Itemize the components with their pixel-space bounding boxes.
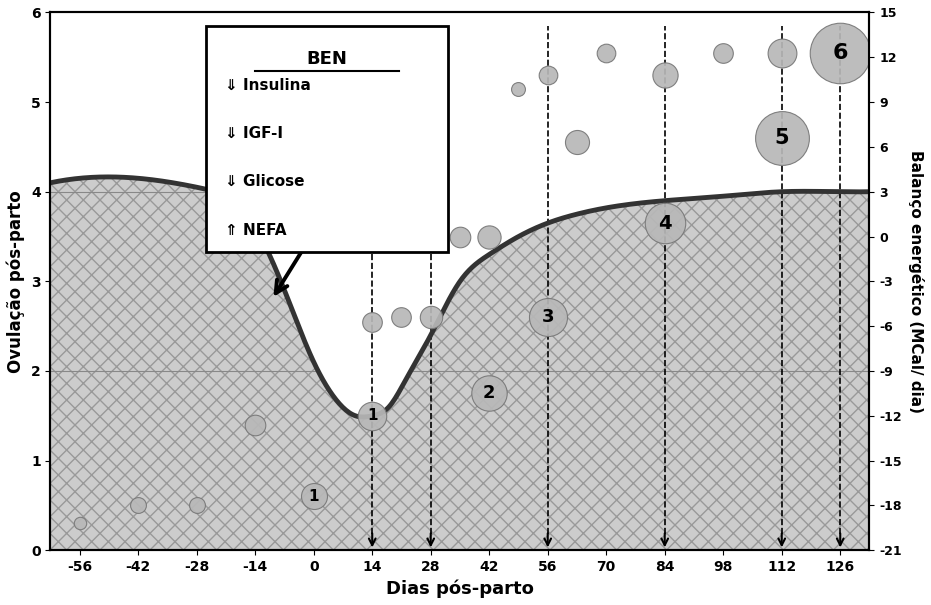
Text: 5: 5: [775, 128, 789, 148]
Y-axis label: Balanço energético (MCal/ dia): Balanço energético (MCal/ dia): [908, 150, 924, 413]
Point: [511, 84, 526, 94]
Point: [716, 48, 731, 57]
Text: 1: 1: [308, 489, 319, 504]
Point: [481, 388, 496, 398]
Point: [394, 312, 409, 322]
Y-axis label: Ovulação pós-parto: Ovulação pós-parto: [7, 190, 25, 373]
Text: ⇓ IGF-I: ⇓ IGF-I: [225, 126, 283, 141]
Text: 6: 6: [832, 43, 848, 63]
Point: [248, 420, 263, 430]
Point: [365, 317, 380, 327]
Text: ⇑ NEFA: ⇑ NEFA: [225, 223, 287, 238]
Point: [540, 70, 555, 80]
Point: [452, 232, 467, 241]
Point: [424, 312, 439, 322]
Text: 2: 2: [483, 384, 495, 402]
Text: BEN: BEN: [306, 50, 347, 68]
Point: [189, 500, 204, 510]
Point: [833, 48, 848, 57]
Text: ⇓ Insulina: ⇓ Insulina: [225, 77, 311, 93]
Point: [540, 312, 555, 322]
Point: [306, 492, 321, 502]
Text: 4: 4: [658, 214, 671, 232]
Point: [130, 500, 145, 510]
Point: [599, 48, 614, 57]
Point: [775, 133, 789, 143]
FancyBboxPatch shape: [206, 26, 448, 252]
Point: [481, 232, 496, 241]
Point: [73, 518, 88, 528]
Point: [570, 137, 585, 147]
Text: ⇓ Glicose: ⇓ Glicose: [225, 174, 304, 189]
Point: [775, 48, 789, 57]
Text: 1: 1: [367, 408, 377, 423]
Text: 3: 3: [542, 308, 554, 326]
Point: [365, 411, 380, 420]
Point: [657, 70, 672, 80]
X-axis label: Dias pós-parto: Dias pós-parto: [386, 580, 533, 598]
Point: [657, 218, 672, 228]
